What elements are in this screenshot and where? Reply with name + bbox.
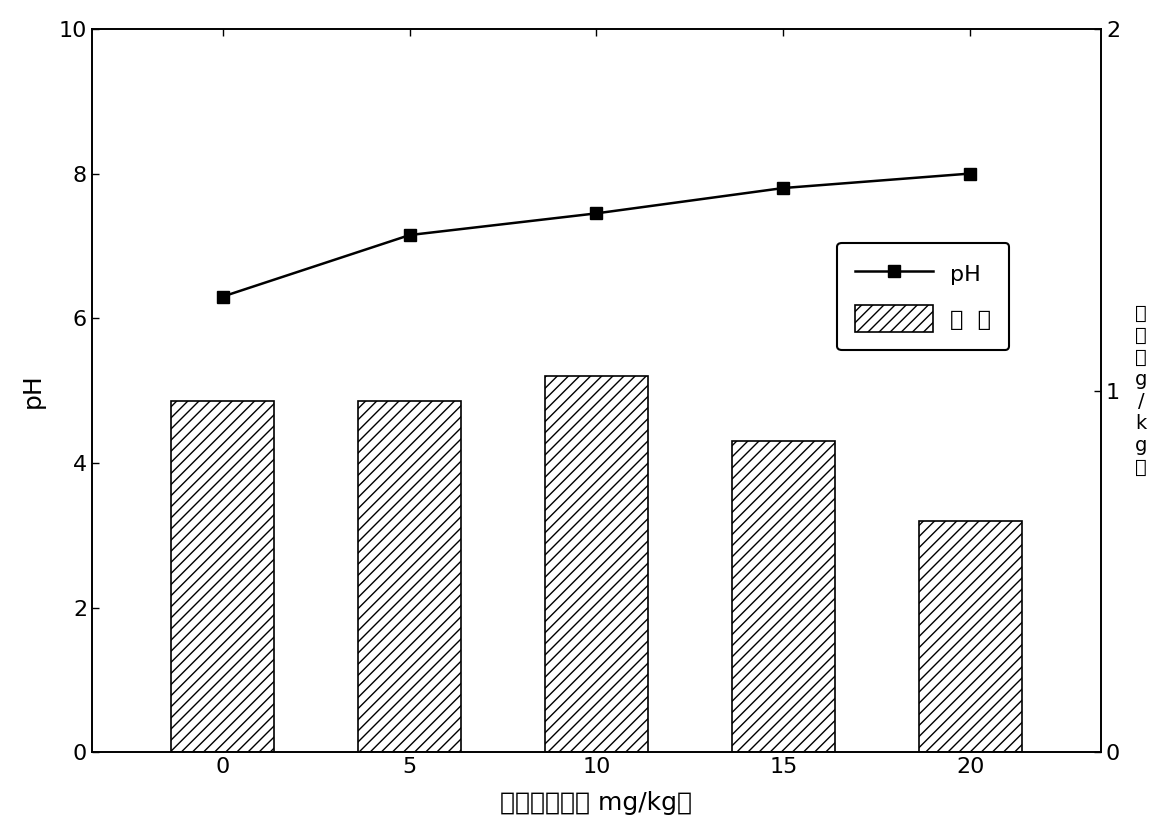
Bar xyxy=(919,521,1022,752)
Bar xyxy=(359,401,461,752)
Y-axis label: 总
酸
（
g
/
k
g
）: 总 酸 （ g / k g ） xyxy=(1135,304,1147,477)
Bar xyxy=(172,401,274,752)
Legend: pH, 总  酸: pH, 总 酸 xyxy=(837,242,1009,350)
Bar xyxy=(545,376,648,752)
Y-axis label: pH: pH xyxy=(21,373,44,408)
Bar xyxy=(732,441,835,752)
X-axis label: 碳化钒含量（ mg/kg）: 碳化钒含量（ mg/kg） xyxy=(501,791,693,815)
